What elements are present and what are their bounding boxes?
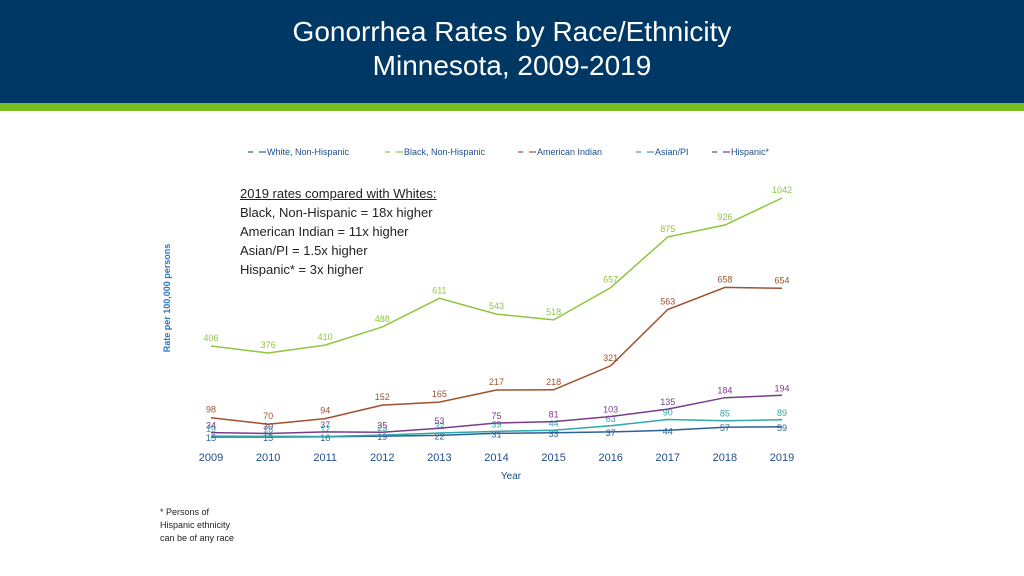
slide-title: Gonorrhea Rates by Race/Ethnicity: [292, 16, 732, 47]
series-line-hispanic: [210, 394, 783, 435]
data-label-black-non-hispanic: 376: [261, 340, 276, 350]
data-label-white-non-hispanic: 31: [491, 429, 501, 439]
data-label-hispanic: 30: [263, 422, 273, 432]
data-label-white-non-hispanic: 19: [377, 432, 387, 442]
legend-label-white-non-hispanic: White, Non-Hispanic: [267, 147, 350, 157]
x-tick-label: 2011: [313, 452, 337, 464]
comparison-line-american-indian: American Indian = 11x higher: [240, 224, 409, 239]
data-label-hispanic: 37: [320, 420, 330, 430]
data-label-white-non-hispanic: 22: [434, 431, 444, 441]
x-tick-label: 2012: [370, 452, 394, 464]
data-label-hispanic: 35: [377, 420, 387, 430]
data-label-asian-pi: 17: [320, 425, 330, 435]
data-label-white-non-hispanic: 37: [606, 428, 616, 438]
data-label-black-non-hispanic: 926: [717, 212, 732, 222]
accent-bar: [0, 103, 1024, 111]
data-label-asian-pi: 85: [720, 409, 730, 419]
data-label-black-non-hispanic: 488: [375, 314, 390, 324]
x-tick-label: 2019: [770, 452, 794, 464]
comparison-line-asian-pi: Asian/PI = 1.5x higher: [240, 243, 368, 258]
legend-label-black-non-hispanic: Black, Non-Hispanic: [404, 147, 486, 157]
data-label-black-non-hispanic: 410: [318, 332, 333, 342]
x-tick-label: 2018: [713, 452, 737, 464]
data-label-hispanic: 103: [603, 405, 618, 415]
data-label-white-non-hispanic: 59: [777, 423, 787, 433]
data-label-american-indian: 98: [206, 405, 216, 415]
data-label-black-non-hispanic: 406: [203, 333, 218, 343]
data-label-asian-pi: 19: [206, 424, 216, 434]
footnote-line-2: Hispanic ethnicity: [160, 520, 231, 530]
data-label-white-non-hispanic: 33: [549, 429, 559, 439]
data-label-american-indian: 321: [603, 353, 618, 363]
data-label-american-indian: 658: [717, 274, 732, 284]
x-tick-label: 2017: [656, 452, 680, 464]
data-label-asian-pi: 39: [491, 419, 501, 429]
footnote: * Persons of Hispanic ethnicity can be o…: [160, 506, 234, 545]
x-tick-label: 2013: [427, 452, 451, 464]
legend-label-asian-pi: Asian/PI: [655, 147, 689, 157]
footnote-line-3: can be of any race: [160, 533, 235, 543]
y-axis-label: Rate per 100,000 persons: [162, 244, 172, 353]
footnote-line-1: * Persons of: [160, 507, 210, 517]
x-tick-label: 2015: [541, 452, 565, 464]
data-label-american-indian: 654: [774, 275, 789, 285]
data-label-hispanic: 184: [717, 386, 732, 396]
series-line-asian-pi: [210, 418, 783, 438]
data-label-american-indian: 152: [375, 392, 390, 402]
legend-label-american-indian: American Indian: [537, 147, 602, 157]
data-label-asian-pi: 44: [549, 418, 559, 428]
data-label-hispanic: 135: [660, 397, 675, 407]
data-label-hispanic: 75: [491, 411, 501, 421]
data-label-white-non-hispanic: 15: [206, 433, 216, 443]
data-label-asian-pi: 32: [434, 421, 444, 431]
title-banner: [0, 0, 1024, 103]
data-label-white-non-hispanic: 15: [263, 433, 273, 443]
x-tick-label: 2010: [256, 452, 280, 464]
data-label-hispanic: 34: [206, 421, 216, 431]
data-label-black-non-hispanic: 518: [546, 307, 561, 317]
data-label-asian-pi: 89: [777, 408, 787, 418]
x-tick-label: 2016: [598, 452, 622, 464]
comparison-line-black: Black, Non-Hispanic = 18x higher: [240, 205, 433, 220]
data-label-asian-pi: 18: [263, 424, 273, 434]
data-label-american-indian: 563: [660, 296, 675, 306]
data-label-american-indian: 217: [489, 377, 504, 387]
x-tick-label: 2014: [484, 452, 508, 464]
comparison-line-hispanic: Hispanic* = 3x higher: [240, 262, 364, 277]
series-line-black-non-hispanic: [210, 197, 783, 354]
data-label-asian-pi: 90: [663, 408, 673, 418]
data-label-hispanic: 81: [549, 410, 559, 420]
data-label-white-non-hispanic: 16: [320, 433, 330, 443]
data-label-white-non-hispanic: 57: [720, 423, 730, 433]
data-label-hispanic: 194: [774, 383, 789, 393]
data-label-white-non-hispanic: 44: [663, 426, 673, 436]
data-label-black-non-hispanic: 611: [432, 285, 446, 295]
comparison-heading: 2019 rates compared with Whites:: [240, 186, 437, 201]
data-label-hispanic: 53: [434, 416, 444, 426]
x-axis-label: Year: [501, 471, 522, 482]
data-label-black-non-hispanic: 543: [489, 301, 504, 311]
data-label-black-non-hispanic: 1042: [772, 185, 792, 195]
data-label-american-indian: 94: [320, 406, 330, 416]
data-label-asian-pi: 63: [606, 414, 616, 424]
data-label-asian-pi: 23: [377, 423, 387, 433]
x-tick-label: 2009: [199, 452, 223, 464]
data-label-black-non-hispanic: 875: [660, 224, 675, 234]
data-label-black-non-hispanic: 657: [603, 275, 618, 285]
data-label-american-indian: 218: [546, 377, 561, 387]
legend-label-hispanic: Hispanic*: [731, 147, 770, 157]
data-label-american-indian: 165: [432, 389, 447, 399]
slide-subtitle: Minnesota, 2009-2019: [372, 50, 652, 81]
series-line-american-indian: [210, 286, 783, 425]
data-label-american-indian: 70: [263, 411, 273, 421]
comparison-note: 2019 rates compared with Whites: Black, …: [240, 184, 437, 279]
